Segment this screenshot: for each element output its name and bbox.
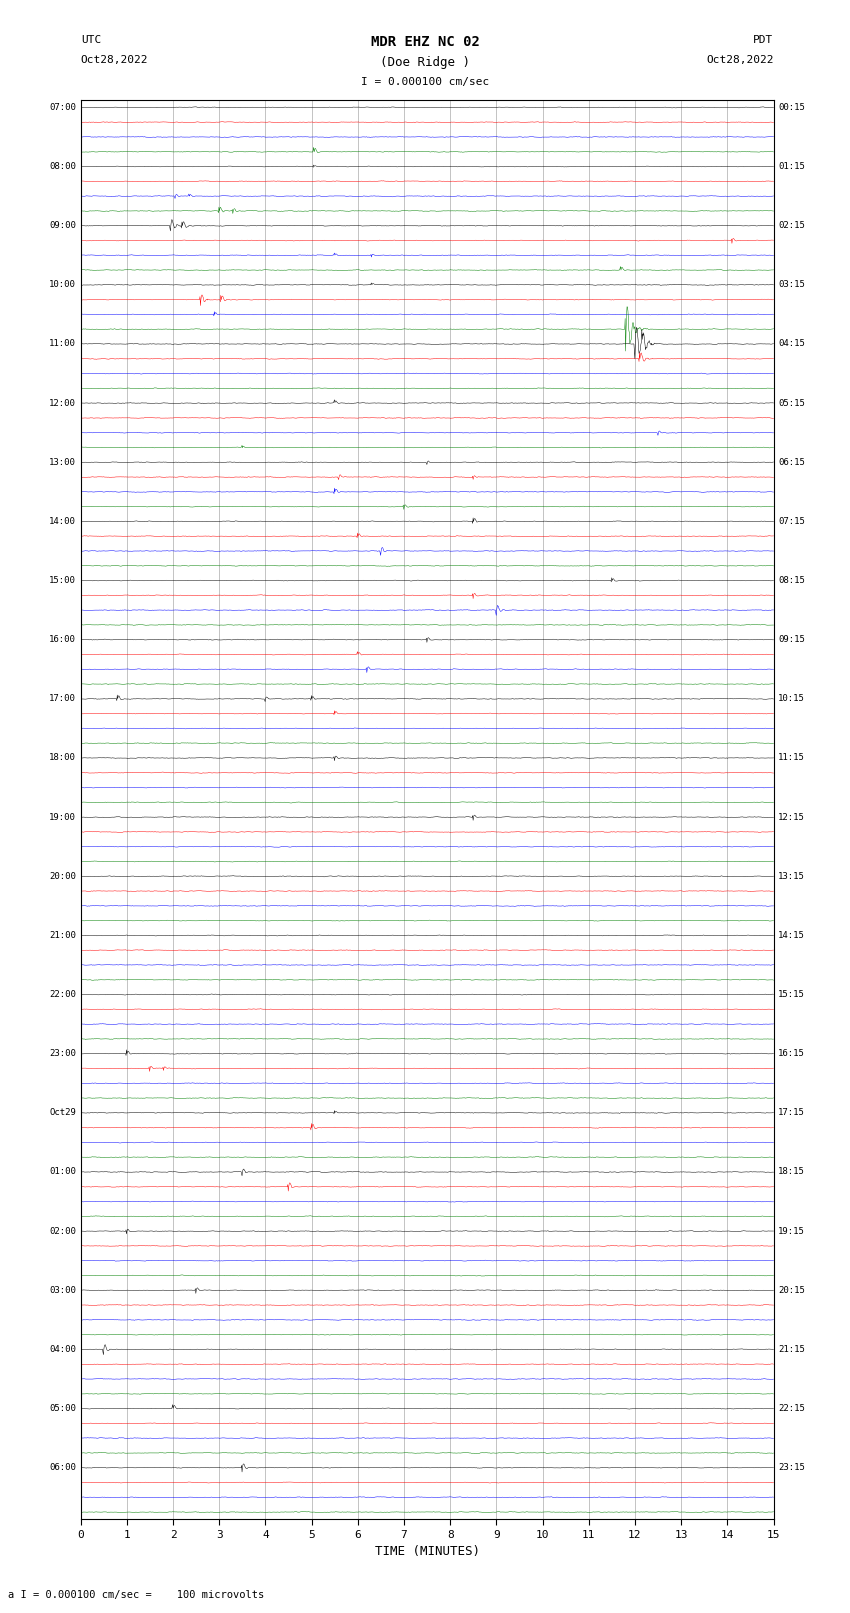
Text: 16:00: 16:00: [49, 636, 76, 644]
Text: Oct28,2022: Oct28,2022: [81, 55, 148, 65]
Text: 12:15: 12:15: [779, 813, 805, 821]
Text: I = 0.000100 cm/sec: I = 0.000100 cm/sec: [361, 77, 489, 87]
Text: a I = 0.000100 cm/sec =    100 microvolts: a I = 0.000100 cm/sec = 100 microvolts: [8, 1590, 264, 1600]
Text: 05:15: 05:15: [779, 398, 805, 408]
Text: 18:00: 18:00: [49, 753, 76, 763]
Text: 22:15: 22:15: [779, 1403, 805, 1413]
Text: 04:00: 04:00: [49, 1345, 76, 1353]
Text: 17:15: 17:15: [779, 1108, 805, 1118]
Text: 20:00: 20:00: [49, 871, 76, 881]
Text: 19:15: 19:15: [779, 1226, 805, 1236]
Text: UTC: UTC: [81, 35, 101, 45]
Text: 02:00: 02:00: [49, 1226, 76, 1236]
Text: MDR EHZ NC 02: MDR EHZ NC 02: [371, 35, 479, 50]
Text: 02:15: 02:15: [779, 221, 805, 231]
Text: 06:00: 06:00: [49, 1463, 76, 1473]
Text: 00:15: 00:15: [779, 103, 805, 111]
Text: 09:00: 09:00: [49, 221, 76, 231]
Text: 21:15: 21:15: [779, 1345, 805, 1353]
Text: Oct28,2022: Oct28,2022: [706, 55, 774, 65]
Text: 07:00: 07:00: [49, 103, 76, 111]
Text: 03:15: 03:15: [779, 281, 805, 289]
Text: 01:15: 01:15: [779, 161, 805, 171]
Text: 04:15: 04:15: [779, 339, 805, 348]
Text: 18:15: 18:15: [779, 1168, 805, 1176]
Text: 12:00: 12:00: [49, 398, 76, 408]
X-axis label: TIME (MINUTES): TIME (MINUTES): [375, 1545, 479, 1558]
Text: 13:00: 13:00: [49, 458, 76, 466]
Text: 19:00: 19:00: [49, 813, 76, 821]
Text: 21:00: 21:00: [49, 931, 76, 940]
Text: 10:00: 10:00: [49, 281, 76, 289]
Text: PDT: PDT: [753, 35, 774, 45]
Text: 01:00: 01:00: [49, 1168, 76, 1176]
Text: 15:00: 15:00: [49, 576, 76, 586]
Text: 13:15: 13:15: [779, 871, 805, 881]
Text: 17:00: 17:00: [49, 694, 76, 703]
Text: 08:00: 08:00: [49, 161, 76, 171]
Text: 08:15: 08:15: [779, 576, 805, 586]
Text: 20:15: 20:15: [779, 1286, 805, 1295]
Text: 22:00: 22:00: [49, 990, 76, 998]
Text: 16:15: 16:15: [779, 1048, 805, 1058]
Text: 15:15: 15:15: [779, 990, 805, 998]
Text: 11:15: 11:15: [779, 753, 805, 763]
Text: 03:00: 03:00: [49, 1286, 76, 1295]
Text: 11:00: 11:00: [49, 339, 76, 348]
Text: Oct29: Oct29: [49, 1108, 76, 1118]
Text: 06:15: 06:15: [779, 458, 805, 466]
Text: 07:15: 07:15: [779, 516, 805, 526]
Text: 10:15: 10:15: [779, 694, 805, 703]
Text: 09:15: 09:15: [779, 636, 805, 644]
Text: 23:00: 23:00: [49, 1048, 76, 1058]
Text: 14:15: 14:15: [779, 931, 805, 940]
Text: 05:00: 05:00: [49, 1403, 76, 1413]
Text: 14:00: 14:00: [49, 516, 76, 526]
Text: 23:15: 23:15: [779, 1463, 805, 1473]
Text: (Doe Ridge ): (Doe Ridge ): [380, 56, 470, 69]
